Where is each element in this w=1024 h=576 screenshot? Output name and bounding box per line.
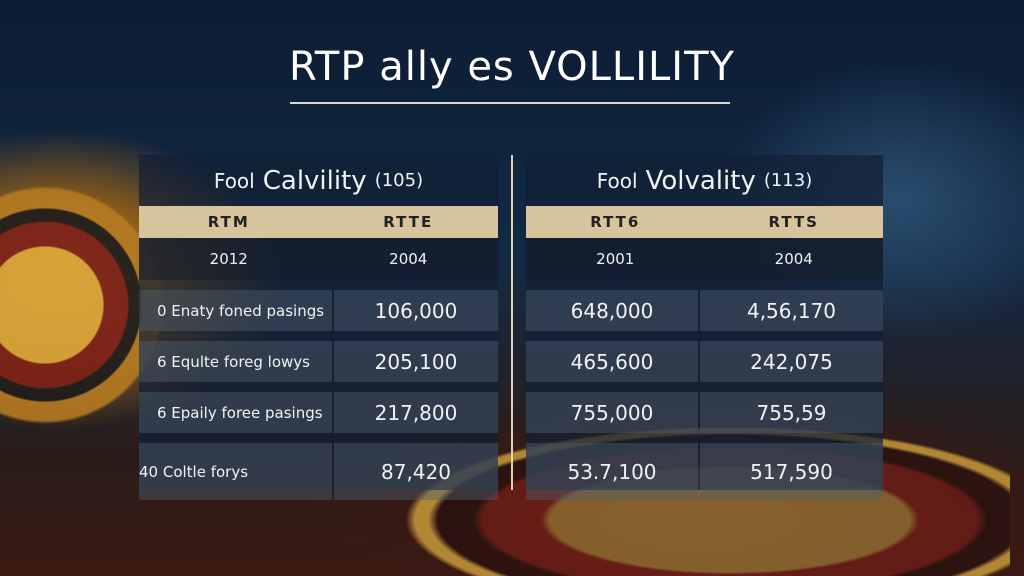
table-row: 465,600 242,075 (526, 341, 883, 382)
row-label: 0 Enaty foned pasings (139, 290, 332, 331)
year-cell: 2012 (209, 250, 248, 268)
row-value: 217,800 (334, 392, 498, 433)
row-value: 465,600 (526, 341, 698, 382)
title-number: (105) (374, 170, 424, 191)
row-value: 755,59 (700, 392, 883, 433)
year-row: 2001 2004 (526, 238, 883, 280)
table-row: 40 Coltle forys 87,420 (139, 443, 498, 500)
column-header: RTTE (383, 213, 434, 231)
table-row: 648,000 4,56,170 (526, 290, 883, 331)
right-table-title: Fool Volvality (113) (526, 155, 883, 206)
table-row: 755,000 755,59 (526, 392, 883, 433)
year-cell: 2004 (389, 250, 428, 268)
title-underline (290, 102, 730, 104)
row-value: 755,000 (526, 392, 698, 433)
left-table-title: Fool Calvility (105) (139, 155, 498, 206)
table-header: RTM RTTE (139, 206, 498, 238)
title-main: Volvality (645, 165, 756, 196)
row-value: 4,56,170 (700, 290, 883, 331)
title-prefix: Fool (596, 168, 638, 193)
column-header: RTM (207, 213, 250, 231)
column-header: RTT6 (590, 213, 641, 231)
row-value: 205,100 (334, 341, 498, 382)
table-row: 6 Equlte foreg lowys 205,100 (139, 341, 498, 382)
title-main: Calvility (262, 165, 367, 196)
left-table: Fool Calvility (105) RTM RTTE 2012 2004 … (139, 155, 498, 500)
year-cell: 2004 (774, 250, 813, 268)
table-header: RTT6 RTTS (526, 206, 883, 238)
row-label: 40 Coltle forys (139, 443, 332, 500)
page-title: RTP ally es VOLLILITY (289, 44, 735, 90)
row-value: 53.7,100 (526, 443, 698, 500)
row-value: 648,000 (526, 290, 698, 331)
table-row: 53.7,100 517,590 (526, 443, 883, 500)
title-number: (113) (763, 170, 813, 191)
row-value: 106,000 (334, 290, 498, 331)
year-cell: 2001 (596, 250, 635, 268)
row-value: 87,420 (334, 443, 498, 500)
table-row: 6 Epaily foree pasings 217,800 (139, 392, 498, 433)
year-row: 2012 2004 (139, 238, 498, 280)
title-prefix: Fool (213, 168, 255, 193)
panel-divider (511, 155, 513, 490)
right-table: Fool Volvality (113) RTT6 RTTS 2001 2004… (526, 155, 883, 500)
row-value: 517,590 (700, 443, 883, 500)
row-label: 6 Equlte foreg lowys (139, 341, 332, 382)
row-value: 242,075 (700, 341, 883, 382)
column-header: RTTS (768, 213, 819, 231)
table-row: 0 Enaty foned pasings 106,000 (139, 290, 498, 331)
row-label: 6 Epaily foree pasings (139, 392, 332, 433)
